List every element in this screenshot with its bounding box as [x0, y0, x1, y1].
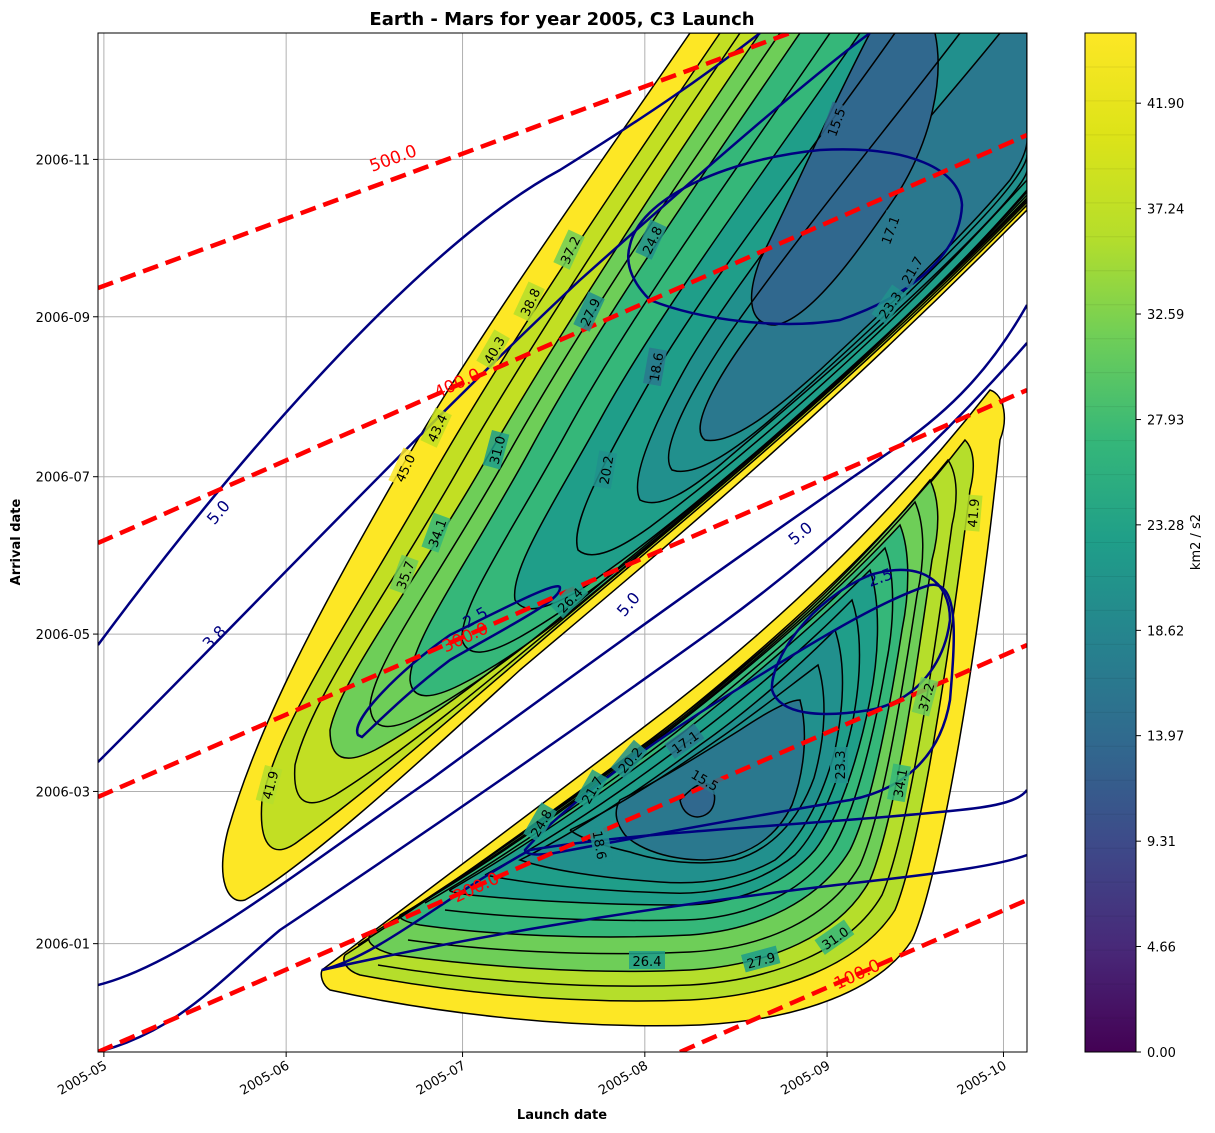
colorbar-tick-label: 4.66 — [1147, 940, 1176, 955]
contour-label-bg — [820, 101, 850, 142]
x-axis-ticks: 2005-05 2005-06 2005-07 2005-08 2005-09 2005-… — [55, 1052, 1009, 1099]
vinf-loop-2.5-top — [626, 148, 964, 326]
colorbar-bands — [1085, 66, 1136, 1019]
plot-area: 15.517.118.620.221.723.324.826.427.931.0… — [98, 33, 1027, 1052]
vinf-loop-2.5-upper — [355, 585, 562, 739]
contour-label-bg — [961, 494, 983, 532]
contour-label-bg — [255, 765, 283, 805]
vinf-line-3.8-mid — [98, 342, 1027, 1052]
lower-window-filled-contours — [320, 389, 1006, 1027]
colorbar-tick-label: 0.00 — [1147, 1046, 1176, 1061]
vinf-loop-2.5-lower — [770, 568, 952, 716]
x-tick-label: 2005-05 — [55, 1058, 110, 1098]
y-axis-label: Arrival date — [9, 498, 24, 585]
contour-label: 20.2 — [598, 455, 618, 486]
contour-label: 26.4 — [633, 955, 662, 970]
plot-frame — [97, 32, 1028, 1053]
contour-label: 41.9 — [966, 498, 983, 528]
contour-label-bg — [593, 450, 618, 490]
colorbar-tick-label: 23.28 — [1147, 519, 1184, 534]
y-tick-label: 2006-07 — [36, 471, 90, 486]
colorbar-tick-label: 9.31 — [1147, 835, 1176, 850]
contour-label: 31.0 — [487, 434, 509, 466]
contour-label-bg — [421, 512, 451, 553]
vinf-lines — [98, 33, 1027, 1052]
contour-label-bg — [573, 291, 605, 332]
contour-label-bg — [830, 747, 848, 783]
tof-line-500 — [98, 33, 791, 291]
contour-label-bg — [643, 347, 668, 387]
colorbar-tick-label: 13.97 — [1147, 730, 1184, 745]
x-tick-label: 2005-07 — [414, 1058, 469, 1098]
x-tick-label: 2005-09 — [779, 1058, 834, 1098]
vinf-label: 5.0 — [203, 496, 234, 528]
contour-label-bg — [574, 769, 608, 810]
vinf-label: 5.0 — [613, 588, 644, 620]
contour-label-bg — [874, 209, 904, 250]
contour-label: 37.2 — [916, 681, 938, 713]
contour-label: 23.3 — [834, 751, 849, 780]
vinf-label: 3.8 — [199, 622, 230, 653]
vinf-line-3.8-upper — [98, 33, 871, 763]
contour-label-bg — [553, 229, 585, 270]
y-tick-label: 2006-11 — [36, 153, 90, 168]
vinf-line-5.0-mid — [98, 304, 1027, 987]
upper-window-filled-contours — [221, 33, 1027, 902]
contour-label-bg — [664, 723, 705, 759]
vinf-loop-2.5-lower-big — [523, 583, 956, 856]
contour-label-bg — [588, 825, 613, 865]
colorbar-tick-label: 32.59 — [1147, 308, 1184, 323]
contour-label-bg — [871, 284, 907, 325]
colorbar-tick-label: 37.24 — [1147, 203, 1184, 218]
contour-label-bg — [550, 580, 589, 619]
y-tick-label: 2006-01 — [36, 938, 90, 953]
contour-label-bg — [894, 249, 928, 290]
y-tick-label: 2006-03 — [36, 785, 90, 800]
contour-label-bg — [635, 219, 667, 260]
contour-label-bg — [814, 919, 855, 955]
y-axis-ticks: 2006-01 2006-03 2006-05 2006-07 2006-09 2006-… — [36, 153, 98, 953]
contour-label-bg — [741, 945, 781, 973]
vinf-line-5.0-lower — [321, 853, 1027, 972]
colorbar-tick-label: 41.90 — [1147, 97, 1184, 112]
contour-label-bg — [420, 407, 452, 448]
contour-label-bg — [887, 763, 912, 803]
contour-label-bg — [388, 447, 420, 488]
tof-line-100 — [679, 897, 1027, 1052]
contour-label: 27.9 — [745, 950, 777, 972]
tof-label: 500.0 — [367, 141, 420, 176]
contour-label-bg — [482, 430, 510, 470]
contour-label-bg — [911, 677, 939, 717]
y-tick-label: 2006-05 — [36, 628, 90, 643]
colorbar-ticks: 0.00 4.66 9.31 13.97 18.62 23.28 27.93 32.59 37.… — [1136, 97, 1184, 1061]
tof-line-400 — [98, 132, 1027, 546]
lower-level-15 — [679, 783, 716, 818]
contour-label-bg — [523, 802, 557, 843]
x-tick-label: 2005-10 — [955, 1058, 1010, 1098]
contour-label-bg — [629, 951, 665, 969]
colorbar: 0.00 4.66 9.31 13.97 18.62 23.28 27.93 32.59 37.… — [1084, 32, 1204, 1061]
x-axis-label: Launch date — [517, 1108, 607, 1123]
contour-label-bg — [685, 762, 726, 796]
contour-label-bg — [610, 739, 648, 779]
colorbar-tick-label: 18.62 — [1147, 624, 1184, 639]
colorbar-tick-label: 27.93 — [1147, 414, 1184, 429]
contour-label-bg — [513, 281, 545, 322]
contour-label: 18.6 — [648, 352, 668, 383]
x-tick-label: 2005-06 — [238, 1058, 293, 1098]
contour-label: 18.6 — [589, 830, 609, 861]
y-tick-label: 2006-09 — [36, 311, 90, 326]
contour-label: 34.1 — [892, 768, 912, 799]
chart-title: Earth - Mars for year 2005, C3 Launch — [369, 9, 754, 30]
contour-label-bg — [389, 554, 419, 595]
contour-label-bg — [476, 329, 510, 370]
colorbar-gradient — [1084, 32, 1137, 1053]
tof-line-200 — [98, 642, 1027, 1052]
x-tick-label: 2005-08 — [596, 1058, 651, 1098]
colorbar-label: km2 / s2 — [1189, 514, 1204, 570]
vinf-line-3.8-lower — [321, 789, 1027, 972]
contour-label: 41.9 — [260, 769, 282, 801]
